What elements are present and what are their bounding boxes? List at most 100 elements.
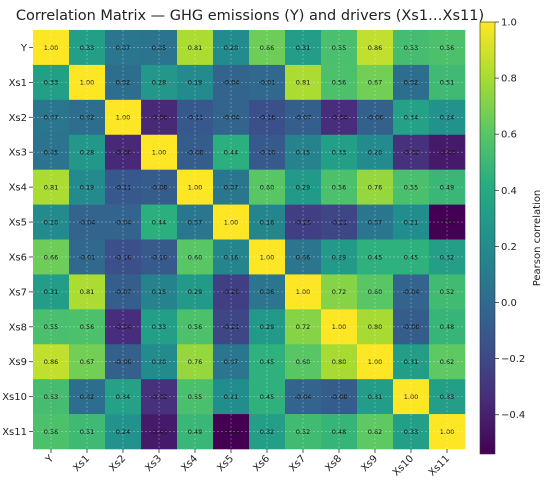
row-tick-labels: Y Xs1 Xs2 Xs3 Xs4 Xs5 Xs6 Xs7 Xs8 Xs9 Xs10 Xs11 (2, 43, 33, 438)
heatmap-cell (33, 274, 70, 310)
heatmap-cell (33, 204, 70, 240)
cell-value-label: -0.54 (439, 218, 456, 226)
cell-value-label: 0.56 (332, 79, 346, 87)
cell-value-label: 0.67 (368, 79, 382, 87)
row-tick-label: Xs10 (2, 392, 27, 403)
heatmap-cell (213, 64, 250, 101)
cell-value-label: 0.29 (296, 183, 310, 191)
cell-value-label: 0.55 (188, 393, 202, 401)
cell-value-label: 0.81 (80, 288, 94, 296)
cell-value-label: 0.62 (440, 358, 454, 366)
heatmap-cell (393, 274, 430, 310)
heatmap-cell (285, 309, 322, 345)
heatmap-cell (285, 379, 322, 415)
heatmap-cell (213, 274, 250, 310)
cell-value-label: 0.52 (296, 428, 310, 436)
heatmap-cell (69, 169, 106, 205)
heatmap-cell (33, 99, 70, 136)
heatmap-cell (285, 204, 322, 240)
heatmap-cell (69, 344, 106, 380)
cell-value-label: -0.43 (151, 428, 168, 436)
cell-value-label: 0.60 (296, 358, 310, 366)
heatmap-cell (141, 134, 178, 170)
cell-value-label: 0.20 (368, 149, 382, 157)
cell-value-label: 0.56 (44, 428, 58, 436)
heatmap-cell (33, 414, 70, 450)
heatmap-cell (249, 344, 286, 380)
heatmap-cell (357, 99, 394, 136)
cell-value-label: 0.45 (404, 253, 418, 261)
cell-value-label: -0.01 (79, 253, 96, 261)
column-tick-label: Xs6 (251, 453, 272, 474)
cell-value-label: -0.04 (115, 218, 132, 226)
cell-value-label: 0.07 (368, 218, 382, 226)
cell-value-label: 0.31 (368, 393, 382, 401)
cell-value-label: -0.08 (151, 183, 168, 191)
heatmap-cell (285, 169, 322, 205)
cell-value-label: 1.00 (224, 218, 238, 226)
heatmap-cell (285, 239, 322, 275)
cell-value-label: -0.10 (259, 149, 276, 157)
heatmap-cell (33, 379, 70, 415)
heatmap-cell (249, 204, 286, 240)
row-tick-label: Xs3 (9, 148, 27, 159)
cell-value-label: 0.44 (224, 149, 238, 157)
cell-value-label: -0.43 (439, 149, 456, 157)
heatmap-cell (213, 169, 250, 205)
cell-value-label: 0.51 (440, 79, 454, 87)
cell-value-label: -0.06 (115, 358, 132, 366)
cell-value-label: 0.05 (44, 149, 58, 157)
heatmap-cell (429, 344, 466, 380)
heatmap-cell (285, 414, 322, 450)
cell-value-label: 0.19 (80, 183, 94, 191)
heatmap-cell (213, 344, 250, 380)
cell-value-label: -0.11 (115, 183, 132, 191)
cell-value-label: 0.29 (188, 288, 202, 296)
cell-value-label: 0.28 (152, 79, 166, 87)
cell-value-label: 0.29 (260, 323, 274, 331)
cell-value-label: 0.60 (188, 253, 202, 261)
heatmap-cell (213, 99, 250, 136)
cell-value-label: -0.36 (115, 149, 132, 157)
cell-value-label: 0.60 (368, 288, 382, 296)
heatmap-cell (69, 414, 106, 450)
heatmap-cell (321, 344, 358, 380)
heatmap-cell (141, 379, 178, 415)
cell-value-label: 0.31 (44, 288, 58, 296)
cell-value-label: -0.16 (259, 114, 276, 122)
heatmap-cell (105, 64, 142, 101)
cell-value-label: -0.07 (115, 288, 132, 296)
heatmap-cell (393, 169, 430, 205)
cell-value-label: 0.56 (440, 44, 454, 52)
heatmap-cell (177, 309, 214, 345)
column-tick-labels: Y Xs1 Xs2 Xs3 Xs4 Xs5 Xs6 Xs7 Xs8 Xs9 Xs10 Xs11 (43, 449, 452, 479)
heatmap-cell (357, 134, 394, 170)
heatmap-cell (141, 239, 178, 275)
heatmap-cell (177, 134, 214, 170)
heatmap-cell (213, 204, 250, 240)
heatmap-grid (33, 30, 465, 449)
heatmap-cell (429, 274, 466, 310)
cell-value-label: 0.49 (188, 428, 202, 436)
cell-value-label: -0.01 (259, 79, 276, 87)
heatmap-cell (69, 379, 106, 415)
heatmap-cell (213, 134, 250, 170)
heatmap-cell (213, 30, 250, 66)
cell-value-label: 0.81 (296, 79, 310, 87)
cell-value-label: 0.19 (188, 79, 202, 87)
heatmap-cell (141, 99, 178, 136)
cell-value-label: 0.66 (260, 44, 274, 52)
heatmap-cell (177, 64, 214, 101)
cell-value-label: -0.08 (187, 149, 204, 157)
column-tick-label: Xs8 (323, 453, 344, 474)
row-tick-label: Y (20, 43, 28, 54)
column-tick-label: Xs1 (71, 453, 92, 474)
cell-value-label: 0.24 (440, 114, 454, 122)
heatmap-cell (141, 64, 178, 101)
heatmap-cell (357, 414, 394, 450)
cell-value-label: 1.00 (332, 323, 346, 331)
heatmap-cell (33, 344, 70, 380)
cell-value-label: 0.07 (188, 218, 202, 226)
heatmap-cell (357, 274, 394, 310)
